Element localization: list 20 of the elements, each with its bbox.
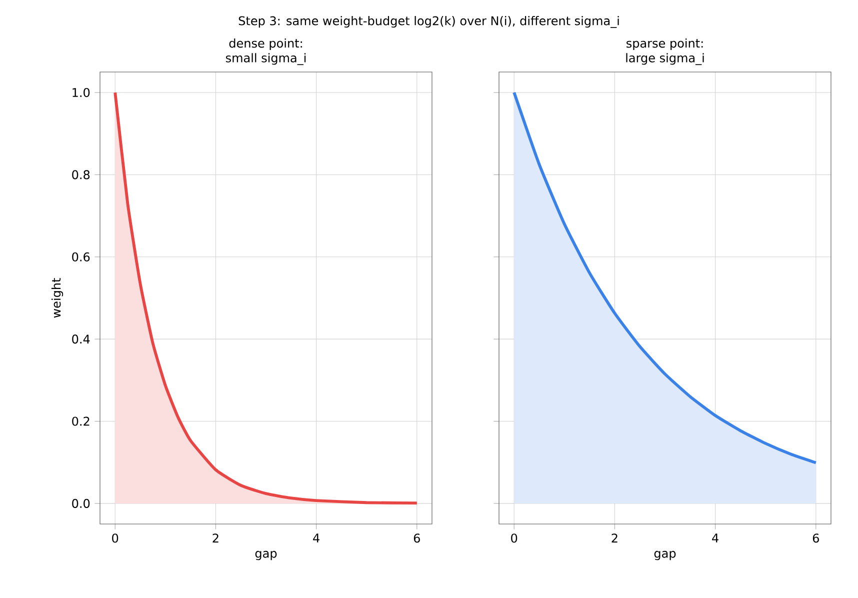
x-tick-label: 6 [812,534,819,543]
x-axis-title: gap [255,550,277,560]
x-tick-label: 2 [212,534,218,542]
x-axis-title: gap [654,550,676,560]
y-tick-label: 0.4 [72,334,90,344]
x-tick-label: 6 [414,534,420,543]
x-tick-label: 0 [112,534,118,543]
y-tick-label: 0.6 [72,252,90,262]
y-axis-title: weight [51,278,64,318]
y-tick-label: 0.0 [72,498,90,508]
x-tick-label: 4 [712,534,718,542]
x-tick-label: 4 [313,534,320,542]
chart-title: sparse point: large sigma_i [626,38,704,66]
y-tick-label: 1.0 [72,88,90,98]
text: Step 3: same weight-budget log2(k) over N(i), different sigma_i [238,16,619,28]
x-tick-label: 0 [511,534,518,543]
y-tick-label: 0.2 [72,416,90,426]
y-tick-label: 0.8 [72,170,90,180]
x-tick-label: 2 [612,534,618,542]
chart-title: dense point: small sigma_i [226,38,306,66]
